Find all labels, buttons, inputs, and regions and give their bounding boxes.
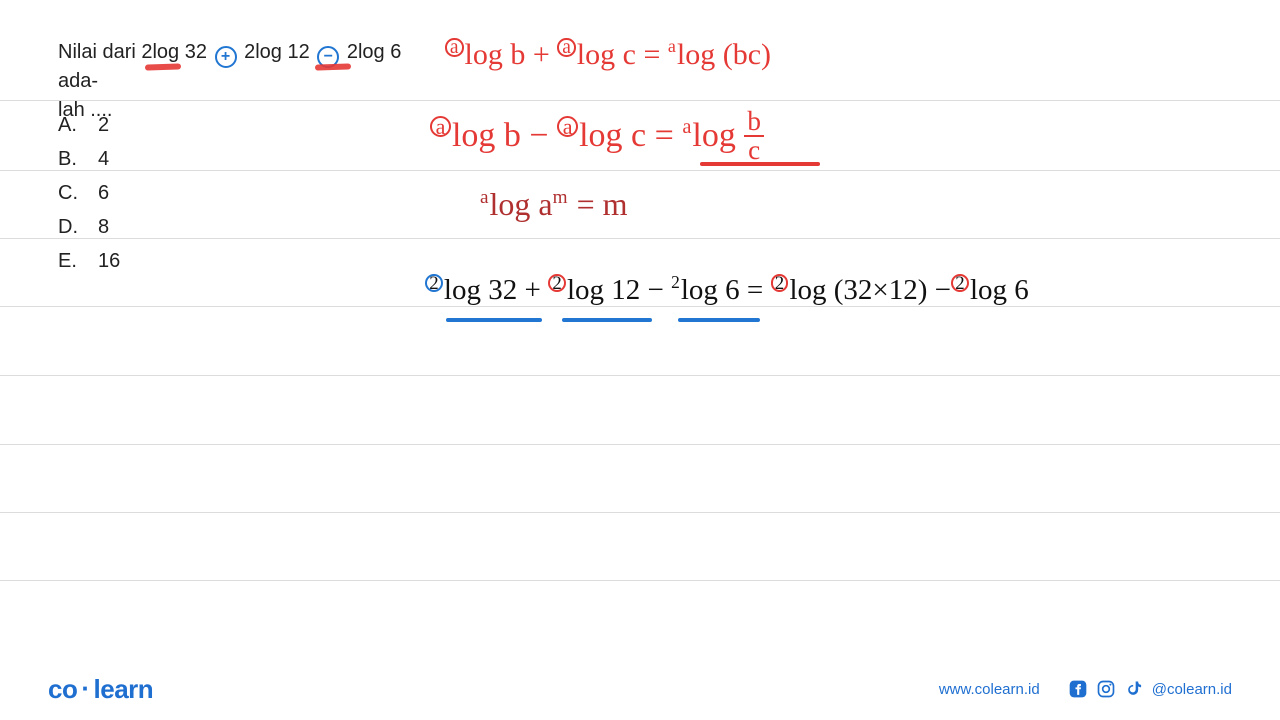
social-icons: @colearn.id — [1068, 679, 1232, 699]
option-letter: E. — [58, 250, 80, 273]
option-row: A. 2 — [58, 108, 120, 142]
ruled-line — [0, 375, 1280, 376]
ruled-line — [0, 580, 1280, 581]
rule-addition: alog b + alog c = alog (bc) — [445, 40, 771, 70]
option-letter: C. — [58, 182, 80, 205]
footer-right: www.colearn.id @colearn.id — [939, 679, 1232, 699]
option-row: E. 16 — [58, 244, 120, 278]
ruled-line — [0, 306, 1280, 307]
rule-subtraction: alog b − alog c = alog bc — [430, 110, 764, 166]
option-value: 16 — [98, 250, 120, 273]
annotation-underline — [678, 318, 760, 322]
annotation-underline — [562, 318, 652, 322]
option-row: B. 4 — [58, 142, 120, 176]
rule-subtraction-underline — [700, 162, 820, 166]
rule-power: alog am = m — [480, 188, 628, 220]
footer-url: www.colearn.id — [939, 681, 1040, 698]
work-line: 2log 32 + 2log 12 − 2log 6 = 2log (32×12… — [425, 276, 1029, 305]
option-value: 2 — [98, 114, 109, 137]
instagram-icon — [1096, 679, 1116, 699]
option-letter: D. — [58, 216, 80, 239]
colearn-logo: co·learn — [48, 674, 153, 705]
ruled-line — [0, 512, 1280, 513]
ruled-line — [0, 238, 1280, 239]
option-value: 8 — [98, 216, 109, 239]
page-root: Nilai dari 2log 32 + 2log 12 − 2log 6 ad… — [0, 0, 1280, 720]
footer: co·learn www.colearn.id @colearn.id — [0, 658, 1280, 720]
question-text-1: Nilai dari 2log 32 — [58, 41, 213, 63]
ruled-line — [0, 444, 1280, 445]
annotation-underline — [315, 63, 351, 70]
option-letter: A. — [58, 114, 80, 137]
question-text-2: 2log 12 — [244, 41, 310, 63]
option-row: C. 6 — [58, 176, 120, 210]
options-list: A. 2 B. 4 C. 6 D. 8 E. 16 — [58, 108, 120, 278]
option-value: 4 — [98, 148, 109, 171]
tiktok-icon — [1124, 679, 1144, 699]
footer-handle: @colearn.id — [1152, 681, 1232, 698]
option-row: D. 8 — [58, 210, 120, 244]
plus-circle-icon: + — [215, 46, 237, 68]
annotation-underline — [446, 318, 542, 322]
option-value: 6 — [98, 182, 109, 205]
ruled-line — [0, 170, 1280, 171]
annotation-underline — [145, 63, 181, 70]
option-letter: B. — [58, 148, 80, 171]
facebook-icon — [1068, 679, 1088, 699]
